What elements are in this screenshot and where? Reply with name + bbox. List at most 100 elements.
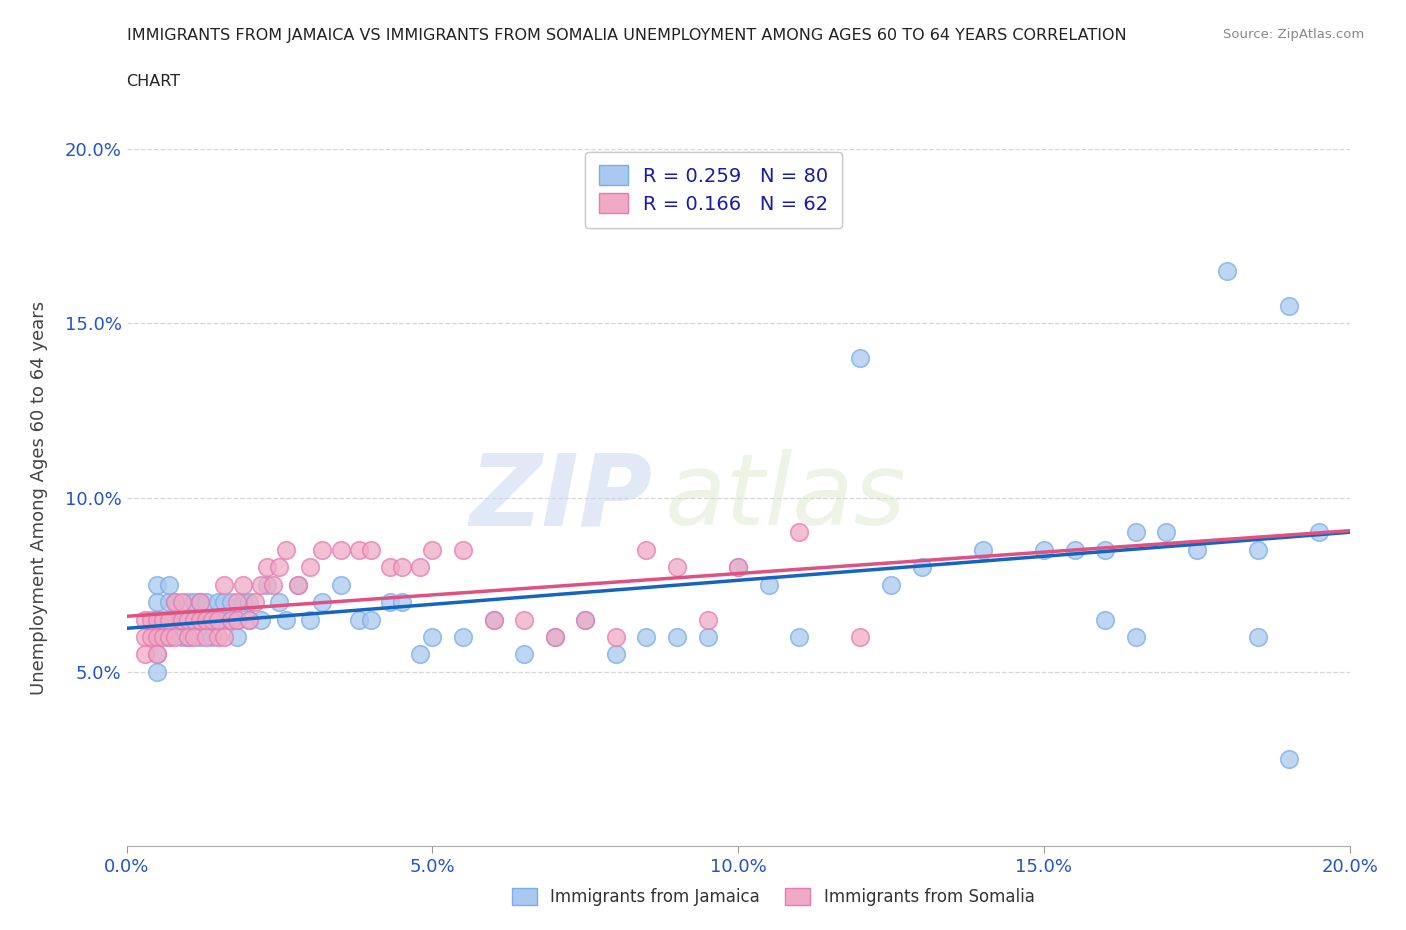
Point (329, 542, 352, 557)
Point (195, 612, 218, 627)
Point (378, 560, 401, 575)
Point (543, 630, 565, 644)
Point (146, 612, 169, 627)
Legend: R = 0.259   N = 80, R = 0.166   N = 62: R = 0.259 N = 80, R = 0.166 N = 62 (585, 152, 842, 228)
Point (347, 542, 370, 557)
Point (299, 612, 322, 627)
Point (214, 630, 236, 644)
Point (274, 542, 297, 557)
Point (170, 612, 193, 627)
Point (177, 612, 200, 627)
Point (225, 595, 247, 610)
Point (219, 612, 242, 627)
Point (758, 578, 780, 592)
Point (170, 630, 193, 644)
Point (195, 595, 218, 610)
Point (134, 647, 156, 662)
Point (360, 542, 382, 557)
Text: atlas: atlas (665, 449, 907, 546)
Point (482, 612, 505, 627)
Point (727, 560, 749, 575)
Text: IMMIGRANTS FROM JAMAICA VS IMMIGRANTS FROM SOMALIA UNEMPLOYMENT AMONG AGES 60 TO: IMMIGRANTS FROM JAMAICA VS IMMIGRANTS FR… (127, 28, 1126, 43)
Point (195, 612, 218, 627)
Point (1247, 630, 1270, 644)
Legend: Immigrants from Jamaica, Immigrants from Somalia: Immigrants from Jamaica, Immigrants from… (506, 881, 1040, 912)
Point (1125, 525, 1147, 540)
Point (311, 542, 333, 557)
Point (329, 578, 352, 592)
Point (451, 630, 474, 644)
Point (157, 595, 180, 610)
Point (214, 612, 236, 627)
Point (849, 630, 872, 644)
Point (269, 595, 291, 610)
Point (1277, 299, 1299, 313)
Point (1216, 263, 1239, 278)
Point (1094, 542, 1116, 557)
Point (287, 578, 309, 592)
Point (146, 665, 169, 680)
Text: CHART: CHART (127, 74, 180, 89)
Point (422, 542, 444, 557)
Point (207, 595, 229, 610)
Point (177, 630, 200, 644)
Point (207, 612, 229, 627)
Point (177, 630, 200, 644)
Point (170, 612, 193, 627)
Point (1094, 612, 1116, 627)
Point (225, 612, 247, 627)
Point (1063, 542, 1085, 557)
Point (1308, 525, 1330, 540)
Point (1125, 630, 1147, 644)
Point (269, 560, 291, 575)
Point (207, 630, 229, 644)
Point (360, 612, 382, 627)
Point (543, 630, 565, 644)
Point (157, 630, 180, 644)
Point (911, 560, 934, 575)
Point (214, 578, 236, 592)
Point (256, 560, 278, 575)
Point (513, 612, 536, 627)
Point (409, 560, 432, 575)
Point (134, 630, 156, 644)
Point (207, 612, 229, 627)
Point (513, 647, 536, 662)
Point (311, 595, 333, 610)
Point (152, 612, 174, 627)
Point (666, 630, 689, 644)
Point (134, 612, 156, 627)
Point (574, 612, 596, 627)
Point (666, 560, 689, 575)
Point (238, 595, 260, 610)
Point (347, 612, 370, 627)
Point (188, 595, 211, 610)
Point (183, 630, 205, 644)
Point (214, 595, 236, 610)
Point (787, 525, 810, 540)
Point (238, 612, 260, 627)
Text: Source: ZipAtlas.com: Source: ZipAtlas.com (1223, 28, 1364, 41)
Point (256, 578, 278, 592)
Point (157, 578, 180, 592)
Point (727, 560, 749, 575)
Point (1277, 751, 1299, 766)
Y-axis label: Unemployment Among Ages 60 to 64 years: Unemployment Among Ages 60 to 64 years (30, 300, 48, 695)
Point (225, 630, 247, 644)
Point (157, 630, 180, 644)
Point (139, 630, 162, 644)
Point (146, 595, 169, 610)
Point (451, 542, 474, 557)
Point (880, 578, 903, 592)
Point (188, 595, 211, 610)
Point (165, 630, 187, 644)
Point (188, 612, 211, 627)
Point (972, 542, 994, 557)
Point (299, 560, 322, 575)
Point (1156, 525, 1178, 540)
Point (787, 630, 810, 644)
Point (139, 612, 162, 627)
Point (165, 612, 187, 627)
Point (188, 630, 211, 644)
Point (177, 612, 200, 627)
